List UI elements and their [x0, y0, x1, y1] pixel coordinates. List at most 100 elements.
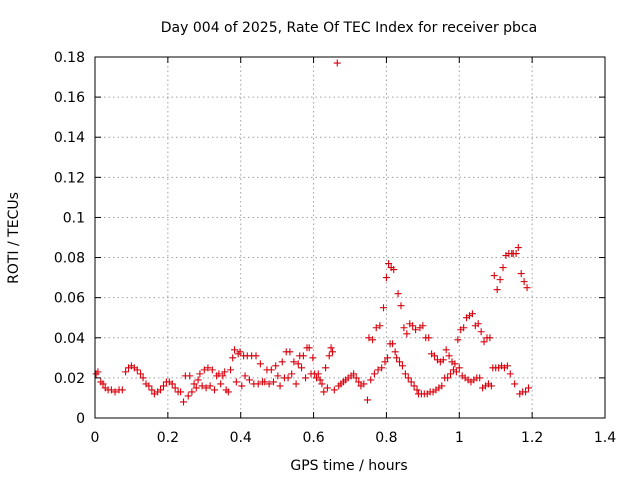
- data-point: [208, 366, 216, 374]
- data-point: [378, 364, 386, 372]
- data-point: [390, 266, 398, 274]
- data-point: [224, 388, 232, 396]
- data-point: [394, 290, 402, 298]
- y-tick-label: 0.08: [54, 251, 85, 267]
- data-point: [305, 344, 313, 352]
- data-point: [168, 380, 176, 388]
- data-point: [474, 320, 482, 328]
- data-point: [404, 374, 412, 382]
- data-point: [401, 370, 409, 378]
- data-point: [272, 362, 280, 370]
- data-point: [468, 310, 476, 318]
- data-point: [398, 362, 406, 370]
- data-point: [278, 358, 286, 366]
- data-point: [196, 370, 204, 378]
- y-tick-label: 0: [76, 411, 85, 427]
- data-point: [139, 374, 147, 382]
- data-point: [480, 338, 488, 346]
- x-axis-ticks: 0 0.2 0.4 0.6 0.8 1 1.2 1.4: [91, 57, 616, 446]
- data-point: [221, 368, 229, 376]
- data-point: [451, 360, 459, 368]
- data-point: [171, 384, 179, 392]
- data-point: [206, 382, 214, 390]
- data-point: [210, 386, 218, 394]
- data-point: [219, 372, 227, 380]
- data-point: [274, 372, 282, 380]
- data-point: [438, 382, 446, 390]
- data-point: [292, 380, 300, 388]
- data-point: [384, 354, 392, 362]
- data-point: [118, 386, 126, 394]
- data-point: [517, 270, 525, 278]
- data-point: [525, 384, 532, 392]
- data-point: [454, 336, 462, 344]
- data-point: [145, 382, 153, 390]
- data-point: [477, 328, 485, 336]
- data-point: [520, 278, 528, 286]
- data-point: [157, 386, 165, 394]
- data-point: [227, 366, 235, 374]
- data-point: [294, 360, 302, 368]
- data-point: [393, 354, 401, 362]
- data-point: [512, 250, 520, 258]
- data-point: [265, 380, 273, 388]
- x-tick-label: 1.2: [521, 430, 543, 446]
- data-point: [493, 286, 501, 294]
- y-tick-label: 0.14: [54, 130, 85, 146]
- data-point: [229, 354, 237, 362]
- data-point: [133, 366, 141, 374]
- data-point: [330, 386, 338, 394]
- data-point: [252, 352, 260, 360]
- data-point: [316, 376, 324, 384]
- data-point: [333, 59, 341, 67]
- data-point: [270, 378, 277, 386]
- x-tick-label: 0.8: [375, 430, 397, 446]
- data-point: [180, 398, 188, 406]
- data-point: [425, 334, 433, 342]
- y-tick-label: 0.16: [54, 90, 85, 106]
- data-point: [400, 324, 408, 332]
- data-point: [122, 368, 130, 376]
- y-tick-label: 0.1: [63, 210, 85, 226]
- data-point: [397, 302, 405, 310]
- data-point: [186, 372, 194, 380]
- data-point: [194, 376, 202, 384]
- data-point: [288, 370, 296, 378]
- data-point: [499, 264, 507, 272]
- x-tick-label: 1: [455, 430, 464, 446]
- data-point: [476, 374, 484, 382]
- data-point: [238, 382, 246, 390]
- data-point: [382, 274, 390, 282]
- data-point: [452, 368, 460, 376]
- data-point: [514, 244, 522, 252]
- data-point: [506, 370, 514, 378]
- x-tick-label: 0.4: [230, 430, 252, 446]
- data-point: [389, 340, 397, 348]
- data-point: [391, 348, 399, 356]
- data-point: [188, 388, 196, 396]
- data-point: [267, 366, 275, 374]
- data-point: [298, 364, 306, 372]
- data-point: [198, 382, 206, 390]
- data-point: [184, 392, 192, 400]
- data-point: [487, 382, 495, 390]
- data-point: [276, 382, 284, 390]
- y-tick-label: 0.12: [54, 170, 85, 186]
- data-point: [99, 380, 107, 388]
- data-point: [190, 380, 198, 388]
- data-point: [403, 330, 411, 338]
- data-point: [431, 352, 439, 360]
- data-point: [241, 372, 249, 380]
- y-tick-label: 0.06: [54, 291, 85, 307]
- data-point: [376, 322, 384, 330]
- data-point: [204, 364, 212, 372]
- plot-frame: [94, 56, 606, 419]
- data-point: [374, 366, 382, 374]
- data-point: [369, 336, 377, 344]
- data-point: [217, 380, 225, 388]
- data-point: [325, 352, 333, 360]
- y-tick-label: 0.02: [54, 371, 85, 387]
- data-point: [245, 376, 253, 384]
- data-point: [355, 378, 363, 386]
